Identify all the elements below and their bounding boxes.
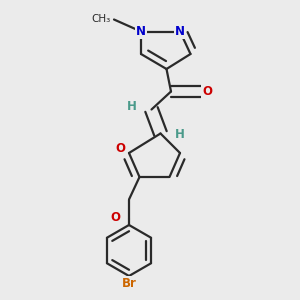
Text: H: H	[175, 128, 185, 142]
Text: H: H	[127, 100, 137, 113]
Text: N: N	[136, 25, 146, 38]
Text: O: O	[110, 211, 121, 224]
Text: O: O	[202, 85, 212, 98]
Text: CH₃: CH₃	[92, 14, 111, 25]
Text: N: N	[175, 25, 185, 38]
Text: Br: Br	[122, 277, 136, 290]
Text: O: O	[115, 142, 125, 155]
